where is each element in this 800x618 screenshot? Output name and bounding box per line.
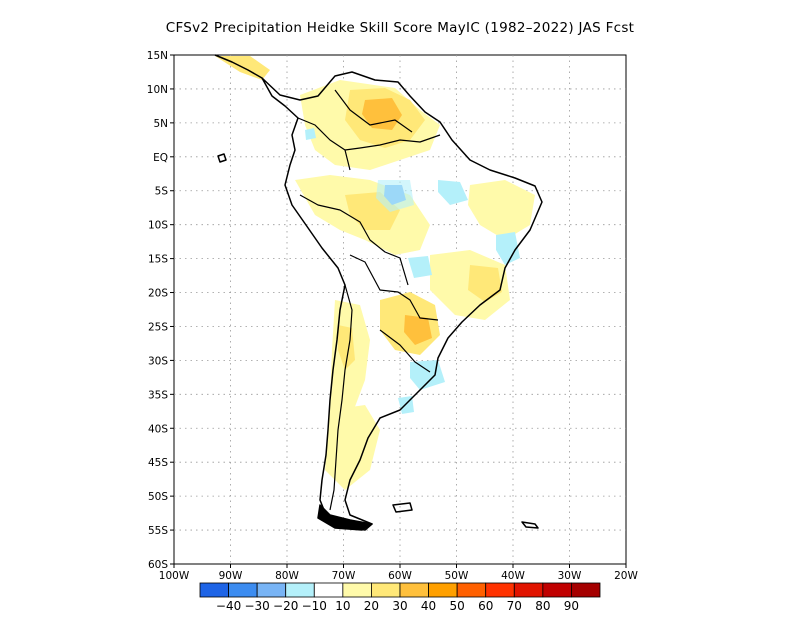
colorbar-swatch: [313, 582, 344, 598]
colorbar-label: −40: [216, 599, 241, 613]
colorbar-label: 30: [392, 599, 407, 613]
longitude-labels: 100W 90W 80W 70W 60W 50W 40W 30W 20W: [159, 564, 638, 582]
skill-region-brazil-central-core: [468, 265, 502, 302]
colorbar-swatch: [371, 582, 401, 598]
lat-label: 5S: [155, 186, 169, 198]
skill-region-neg-peru: [305, 128, 316, 140]
colorbar-swatch: [571, 582, 601, 598]
colorbar-swatch: [199, 582, 229, 598]
lon-label: 80W: [275, 570, 299, 582]
colorbar-label: −10: [302, 599, 327, 613]
colorbar-swatch: [542, 582, 572, 598]
colorbar-label: 50: [450, 599, 465, 613]
central-america: [214, 54, 263, 79]
lon-label: 20W: [614, 570, 638, 582]
lon-label: 100W: [159, 570, 190, 582]
lon-label: 70W: [332, 570, 356, 582]
country-border-colombia: [297, 117, 351, 171]
lat-label: 20S: [148, 288, 168, 300]
lon-label: 30W: [558, 570, 582, 582]
land-outlines: [214, 54, 543, 531]
skill-region-neg-bolivia: [408, 256, 432, 278]
colorbar-swatch: [485, 582, 515, 598]
skill-region-guiana-core: [362, 98, 402, 130]
lat-label: 10N: [147, 84, 168, 96]
lon-label: 50W: [445, 570, 469, 582]
country-border-chile-argentina: [329, 284, 353, 511]
lon-label: 60W: [388, 570, 412, 582]
colorbar-swatch: [342, 582, 372, 598]
skill-region-neg-east: [438, 180, 468, 205]
galapagos: [217, 153, 227, 163]
latitude-labels: 15N 10N 5N EQ 5S 10S 15S 20S 25S 30S 35S 40S 45S 50S 5…: [147, 50, 174, 571]
skill-region-neg-brazil: [496, 232, 520, 265]
lat-label: 40S: [148, 423, 168, 435]
lat-label: EQ: [153, 152, 168, 164]
colorbar-swatch: [399, 582, 429, 598]
colorbar-label: 10: [335, 599, 350, 613]
colorbar-swatch: [228, 582, 258, 598]
colorbar-label: 80: [535, 599, 550, 613]
lat-label: 10S: [148, 220, 168, 232]
lon-label: 90W: [219, 570, 243, 582]
lat-label: 15S: [148, 254, 168, 266]
colorbar-label: 40: [421, 599, 436, 613]
lon-label: 40W: [501, 570, 525, 582]
colorbar: [199, 582, 601, 598]
colorbar-label: −30: [244, 599, 269, 613]
skill-region-brazil-east: [468, 180, 535, 240]
colorbar-label: 20: [364, 599, 379, 613]
tierra-del-fuego: [317, 504, 373, 531]
country-border-paraguay: [379, 329, 431, 373]
lat-label: 25S: [148, 321, 168, 333]
lat-label: 5N: [153, 118, 168, 130]
lat-label: 45S: [148, 457, 168, 469]
skill-region-neg-amazon-halo: [376, 180, 414, 212]
colorbar-swatch: [513, 582, 544, 598]
skill-region-parana-core: [404, 315, 432, 345]
colorbar-swatch: [456, 582, 487, 598]
colorbar-labels: −40 −30 −20 −10 10 20 30 40 50 60 70 80 90: [216, 599, 579, 613]
colorbar-label: 70: [507, 599, 522, 613]
colorbar-swatch: [285, 582, 315, 598]
country-border-venezuela: [334, 89, 413, 133]
lat-label: 55S: [148, 525, 168, 537]
colorbar-label: 90: [564, 599, 579, 613]
amazon-river-border: [344, 134, 441, 151]
south-georgia: [521, 521, 539, 529]
lat-label: 30S: [148, 355, 168, 367]
lat-label: 60S: [148, 559, 168, 571]
map-title: CFSv2 Precipitation Heidke Skill Score M…: [165, 20, 635, 36]
falkland-islands: [392, 502, 413, 513]
country-border-peru-brazil: [299, 194, 409, 286]
south-america-outline: [261, 71, 543, 531]
lat-label: 15N: [147, 50, 168, 62]
colorbar-swatch: [428, 582, 458, 598]
lat-label: 50S: [148, 491, 168, 503]
colorbar-label: 60: [478, 599, 493, 613]
lat-label: 35S: [148, 389, 168, 401]
colorbar-swatch: [256, 582, 287, 598]
colorbar-label: −20: [273, 599, 298, 613]
country-border-bolivia: [349, 254, 439, 321]
